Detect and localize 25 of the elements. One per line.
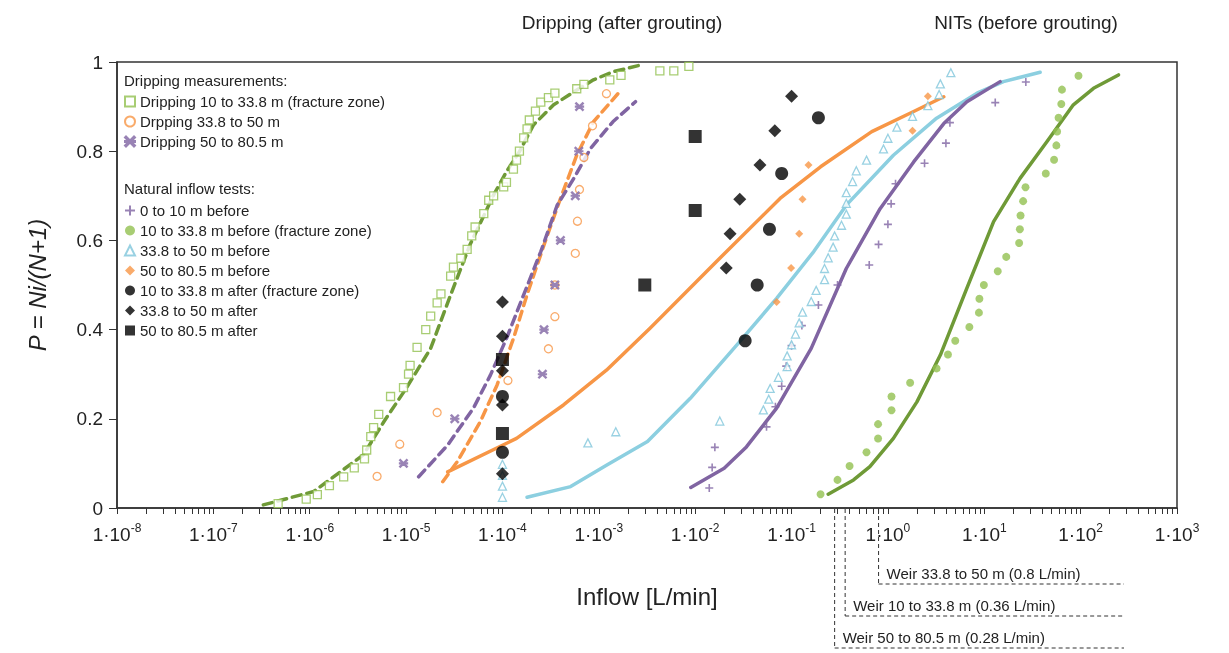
ref-line-label: Weir 10 to 33.8 m (0.36 L/min) xyxy=(853,596,1056,614)
y-axis-title: P = Ni/(N+1) xyxy=(23,218,51,352)
ref-line-label: Weir 33.8 to 50 m (0.8 L/min) xyxy=(886,564,1081,582)
y-tick-label: 0.4 xyxy=(76,319,104,341)
legend-label: 33.8 to 50 m after xyxy=(140,302,258,319)
text: NITs (before grouting) xyxy=(934,11,1118,33)
ref-line-label: Weir 50 to 80.5 m (0.28 L/min) xyxy=(842,628,1045,646)
y-tick-label: 0.2 xyxy=(76,408,103,430)
x-axis-title: Inflow [L/min] xyxy=(576,582,718,610)
legend-label: Dripping 50 to 80.5 m xyxy=(140,133,284,150)
legend-label: 10 to 33.8 m after (fracture zone) xyxy=(140,282,360,299)
legend-label: Dripping 10 to 33.8 m (fracture zone) xyxy=(140,93,386,110)
y-tick-label: 0 xyxy=(92,497,103,519)
annotation: Dripping measurements: xyxy=(124,71,288,89)
y-tick-label: 1 xyxy=(92,51,103,73)
legend-label: 50 to 80.5 m after xyxy=(140,322,258,339)
legend-label: Drpping 33.8 to 50 m xyxy=(140,113,281,130)
y-tick-label: 0.6 xyxy=(76,229,103,251)
legend-label: 33.8 to 50 m before xyxy=(140,242,271,259)
text: Dripping (after grouting) xyxy=(521,11,723,33)
y-tick-label: 0.8 xyxy=(76,140,103,162)
legend-label: 10 to 33.8 m before (fracture zone) xyxy=(140,222,372,239)
annotation: Natural inflow tests: xyxy=(124,179,255,197)
legend-label: 0 to 10 m before xyxy=(140,202,250,219)
legend-label: 50 to 80.5 m before xyxy=(140,262,271,279)
